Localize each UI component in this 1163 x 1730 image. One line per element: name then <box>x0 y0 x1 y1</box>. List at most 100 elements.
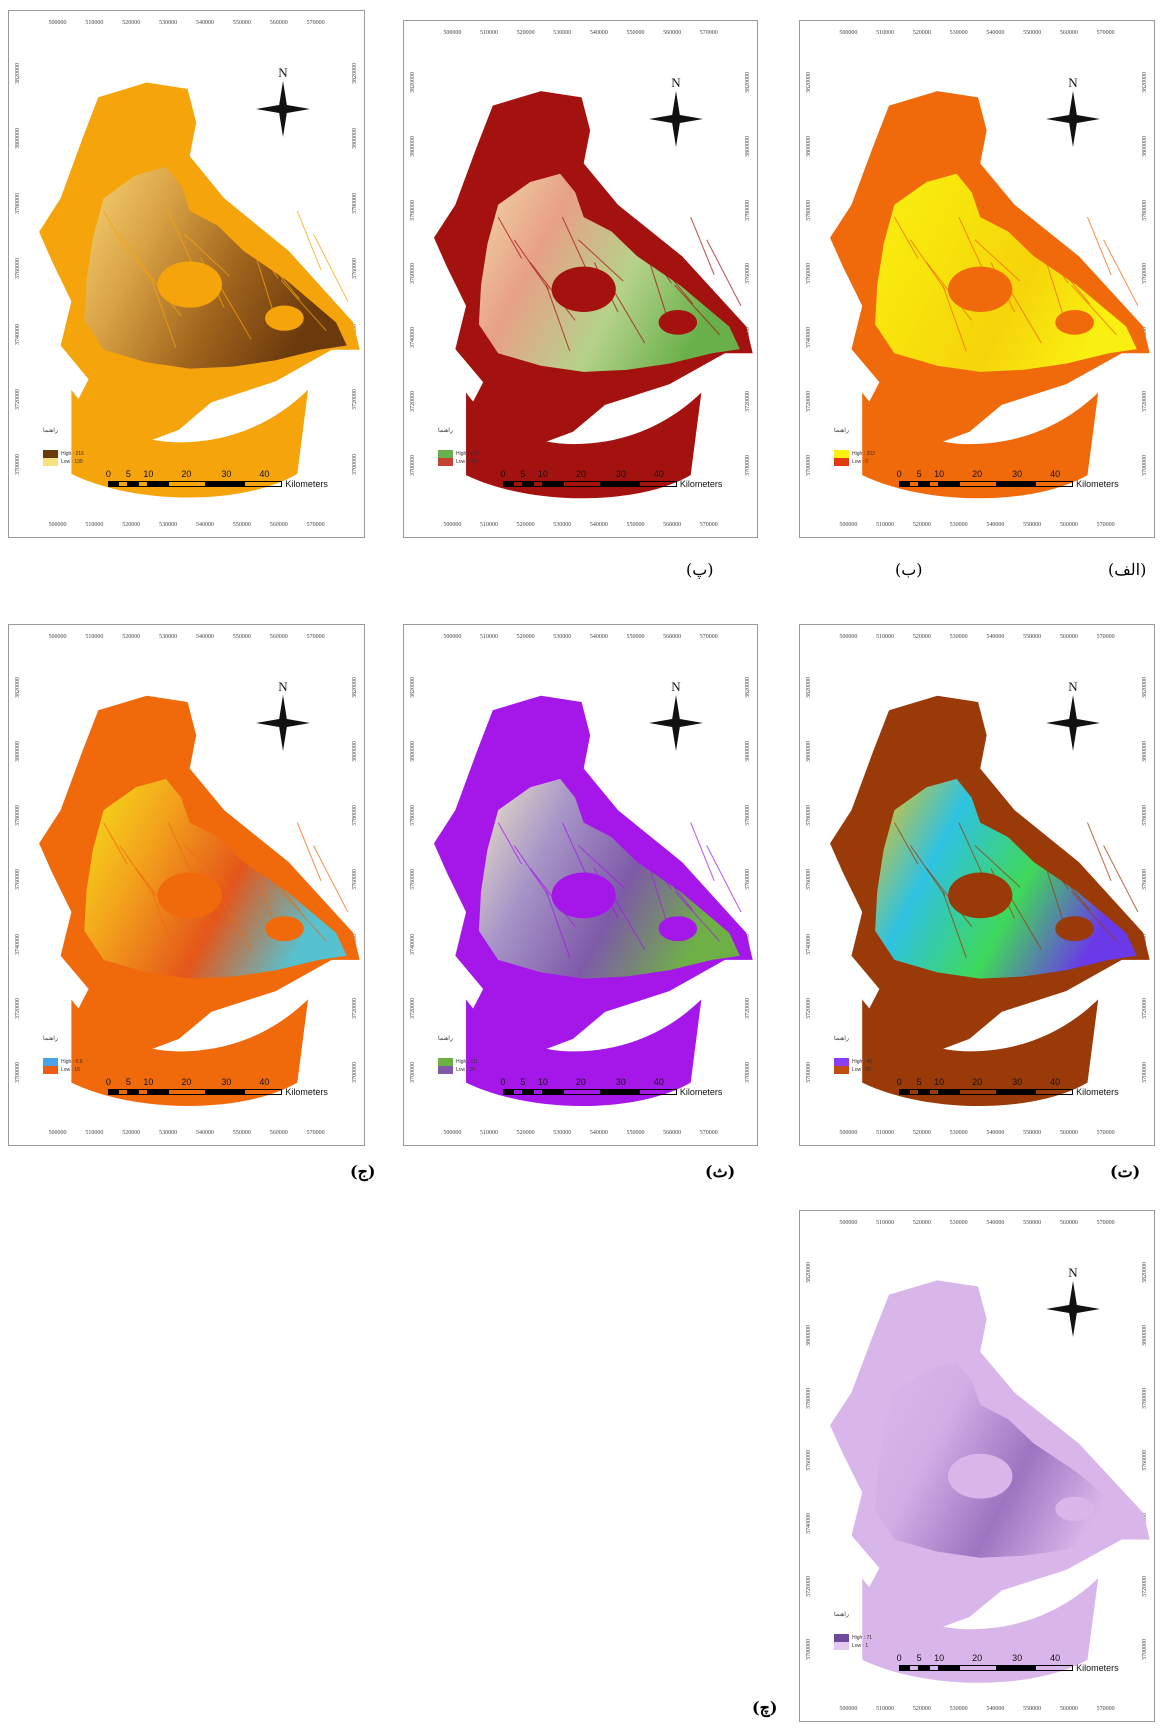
scale-bar-segment <box>206 1089 245 1095</box>
scale-bar-segment <box>138 481 149 487</box>
x-coordinate-label: 500000 <box>443 30 462 36</box>
compass-rose-icon <box>649 695 703 751</box>
legend-high-label: High : 46 <box>852 1059 873 1065</box>
scale-bar-segment <box>148 1089 169 1095</box>
x-coordinate-labels-top: 500000 510000 520000 530000 540000 550000 5600… <box>434 30 727 36</box>
x-coordinate-label: 550000 <box>1023 634 1042 640</box>
north-arrow-label: N <box>671 679 681 694</box>
scale-bar-segment <box>899 1089 910 1095</box>
x-coordinate-label: 510000 <box>85 1130 104 1136</box>
caption-th: (ث) <box>705 1162 736 1181</box>
scale-bar-segment <box>1035 481 1074 487</box>
caption-p: (پ) <box>686 560 714 579</box>
legend-low-label: Low : 20 <box>852 1067 871 1073</box>
scale-tick-label: 0 <box>105 1077 111 1087</box>
x-coordinate-label: 510000 <box>479 634 498 640</box>
scale-tick-label: 20 <box>972 1653 983 1663</box>
scale-bar-segment <box>929 1089 940 1095</box>
scale-bar-segment <box>244 481 283 487</box>
legend-high-row: High : 203 <box>834 450 875 458</box>
x-coordinate-label: 510000 <box>85 20 104 26</box>
x-coordinate-labels-top: 500000 510000 520000 530000 540000 550000 5600… <box>434 634 727 640</box>
scale-tick-label: 30 <box>1012 1077 1023 1087</box>
legend-swatch-high <box>438 450 453 458</box>
x-coordinate-label: 530000 <box>159 20 178 26</box>
map-canvas <box>830 91 1150 499</box>
scale-bar-segment <box>512 481 523 487</box>
drainage-line <box>151 280 177 348</box>
scale-bar: 0 5 10 20 30 40 Kilometers <box>897 469 1119 489</box>
map-panel-che: 500000 510000 520000 530000 540000 550000 5600… <box>799 1210 1155 1722</box>
drainage-line <box>248 845 274 921</box>
legend-high-label: High : 111 <box>456 1059 479 1065</box>
legend: راهنما High : 216 Low : 130 <box>43 427 84 466</box>
map-panel-j: 500000 510000 520000 530000 540000 550000 5600… <box>8 624 365 1146</box>
x-coordinate-label: 540000 <box>195 522 214 528</box>
excluded-zone <box>658 309 698 335</box>
legend-title: راهنما <box>834 1612 849 1618</box>
scale-bar-segment <box>600 481 639 487</box>
drainage-line <box>658 262 694 305</box>
compass-rose-icon <box>256 81 310 137</box>
scale-bar-segment <box>206 481 245 487</box>
drainage-line <box>264 256 300 300</box>
compass-rose-icon <box>1046 695 1100 751</box>
excluded-zone <box>1055 309 1094 335</box>
drainage-line <box>674 284 720 336</box>
map-canvas <box>433 695 753 1106</box>
scale-tick-label: 40 <box>259 469 270 479</box>
drainage-line <box>1054 868 1091 911</box>
legend-high-row: High : 216 <box>43 450 84 458</box>
x-coordinate-label: 530000 <box>159 1130 178 1136</box>
lower-buffer-area <box>862 392 1099 499</box>
x-coordinate-label: 500000 <box>839 522 858 528</box>
drainage-line <box>103 822 128 865</box>
drainage-line <box>1086 216 1112 276</box>
x-coordinate-label: 500000 <box>839 634 858 640</box>
x-coordinate-label: 550000 <box>626 522 645 528</box>
legend-swatch-high <box>43 1058 58 1066</box>
drainage-line <box>626 822 672 890</box>
legend-high-label: High : 0.9 <box>61 1059 83 1065</box>
legend-title: راهنما <box>43 1036 58 1042</box>
x-coordinate-label: 510000 <box>876 30 895 36</box>
drainage-line <box>642 239 667 315</box>
excluded-zone <box>551 872 616 919</box>
scale-tick-label: 10 <box>934 1077 945 1087</box>
legend-high-row: High : 71 <box>834 1634 872 1642</box>
x-coordinate-label: 560000 <box>1059 1706 1078 1712</box>
scale-bar-segments: Kilometers <box>502 1087 722 1097</box>
x-coordinate-label: 530000 <box>949 522 968 528</box>
drainage-line <box>609 890 646 950</box>
drainage-line <box>1103 239 1139 307</box>
legend-high-row: High : 0.9 <box>43 1058 82 1066</box>
drainage-line <box>1070 890 1117 942</box>
x-coordinate-label: 530000 <box>949 1130 968 1136</box>
scale-tick-label: 20 <box>181 1077 192 1087</box>
lower-buffer-area <box>71 389 309 498</box>
x-coordinate-label: 560000 <box>1059 522 1078 528</box>
north-arrow: N <box>1044 679 1102 753</box>
legend-low-row: Low : 20 <box>834 1066 872 1074</box>
scale-bar-segment <box>562 1089 601 1095</box>
scale-tick-label: 20 <box>575 1077 586 1087</box>
x-coordinate-label: 500000 <box>839 1706 858 1712</box>
legend: راهنما High : 111 Low : 20 <box>438 1035 478 1074</box>
drainage-line <box>183 233 230 277</box>
scale-bar-segment <box>542 1089 563 1095</box>
drainage-line <box>642 845 667 921</box>
x-coordinate-label: 570000 <box>1096 522 1115 528</box>
legend-high-label: High : 216 <box>61 451 84 457</box>
x-coordinate-labels-top: 500000 510000 520000 530000 540000 550000 5600… <box>39 634 334 640</box>
scale-tick-label: 5 <box>916 1653 922 1663</box>
scale-tick-label: 10 <box>934 1653 945 1663</box>
x-coordinate-label: 570000 <box>306 522 325 528</box>
x-coordinate-label: 510000 <box>479 30 498 36</box>
excluded-zone <box>551 266 616 313</box>
x-coordinate-label: 570000 <box>699 634 718 640</box>
drainage-line <box>706 845 742 913</box>
scale-bar-segment <box>168 1089 207 1095</box>
north-arrow: N <box>647 679 705 753</box>
x-coordinate-label: 500000 <box>48 634 67 640</box>
legend-title: راهنما <box>43 428 58 434</box>
